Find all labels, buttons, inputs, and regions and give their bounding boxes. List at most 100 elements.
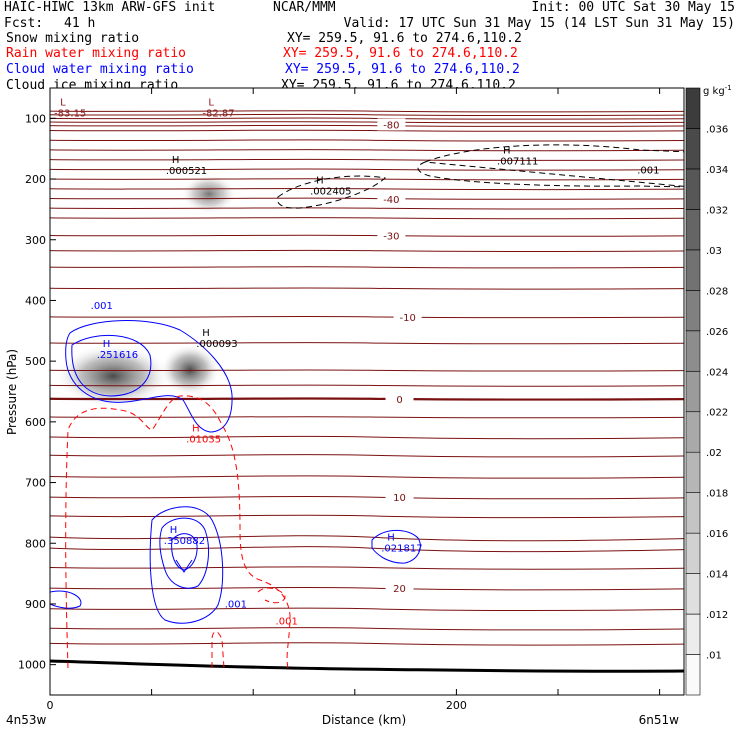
cloud-water-contour [159,517,209,589]
isotherm-line [50,369,684,372]
y-tick-label: 400 [25,294,46,307]
isotherm-line [50,110,684,113]
field-snow-name: Snow mixing ratio [6,31,139,46]
isotherm-line [50,454,684,458]
contour-label: .001 [637,166,659,177]
isotherm-line [50,113,684,117]
isotherm-line [50,315,684,319]
extremum-value: .000093 [196,339,237,350]
cloud-water-contour [50,590,82,609]
colorbar-bin [685,330,701,372]
y-tick-label: 700 [25,477,46,490]
y-tick-label: 800 [25,537,46,550]
isotherm-line [50,149,684,152]
colorbar-bin [685,654,701,696]
colorbar-level-label: .034 [706,165,728,176]
extremum-marker: H [503,145,511,156]
isotherm-label-bg [385,582,414,595]
isotherm-line [50,627,684,631]
isotherm-line [50,435,684,440]
colorbar-level-label: .02 [706,448,722,459]
y-tick-label: 1000 [18,659,46,672]
rain-water-contour [65,395,291,669]
colorbar-bin [685,290,701,332]
colorbar-level-label: .022 [706,408,728,419]
colorbar-unit: g kg-1 [703,84,732,97]
isotherm-line [50,207,684,210]
x-left-location: 4n53w [6,713,47,727]
colorbar-level-label: .016 [706,529,728,540]
extremum-marker: H [316,176,324,187]
extremum-marker: H [387,533,395,544]
colorbar-level-label: .028 [706,286,728,297]
field-cloudwater-xy: XY= 259.5, 91.6 to 274.6,110.2 [285,62,520,77]
colorbar-bin [685,128,701,170]
terrain-line [50,659,684,673]
cloud-water-contour [149,506,224,624]
isotherm-label-bg [377,193,406,206]
y-axis-title: Pressure (hPa) [5,349,19,435]
init-time: Init: 00 UTC Sat 30 May 15 [532,0,736,15]
isotherm-line [50,642,684,646]
colorbar-bin [685,613,701,655]
cloud-water-contour [175,559,193,573]
isotherm-label: -40 [383,195,399,206]
isotherm-line [50,384,684,387]
y-tick-label: 600 [25,416,46,429]
fcst-label: Fcst: [4,16,43,31]
isotherm-line [50,129,684,132]
temperature-isotherms: -80 -40 -30 -10 0 10 20 [50,110,684,646]
x-axis-title: Distance (km) [322,713,406,727]
rain-water-contours [65,395,291,669]
isotherm-line [50,514,684,519]
field-rain-name: Rain water mixing ratio [6,46,186,61]
isotherm-line [50,249,684,253]
colorbar-bin [685,451,701,493]
colorbar-level-label: .036 [706,124,728,135]
model-title: HAIC-HIWC 13km ARW-GFS init [4,0,215,15]
isotherm-label-bg [377,229,406,242]
extremum-value: .350882 [164,536,205,547]
extremum-marker: H [170,525,178,536]
plot-annotations: L-83.15L-82.87H.000521H.002405H.007111H.… [54,97,659,627]
isotherm-line [50,397,684,401]
colorbar-level-label: .032 [706,205,728,216]
cloud-water-contour [65,320,233,433]
x-right-location: 6n51w [639,713,680,727]
isotherm-line [50,121,684,124]
cloud-ice-contour [276,175,387,209]
contour-label: .001 [276,617,298,628]
y-tick-label: 500 [25,355,46,368]
cloud-ice-contours [276,144,684,209]
colorbar-bin [685,209,701,251]
colorbar-level-label: .03 [706,246,722,257]
colorbar-bin [685,492,701,534]
contour-label: .001 [91,301,113,312]
colorbar-level-label: .012 [706,610,728,621]
plot-frame [49,87,685,696]
header: HAIC-HIWC 13km ARW-GFS init NCAR/MMM Ini… [4,0,735,93]
y-tick-label: 900 [25,598,46,611]
extremum-marker: L [208,97,214,108]
y-tick-label: 100 [25,112,46,125]
field-rain-xy: XY= 259.5, 91.6 to 274.6,110.2 [283,46,518,61]
isotherm-line [50,139,684,142]
isotherm-label-bg [385,491,414,504]
isotherm-line [50,168,684,171]
isotherm-line [50,586,684,591]
cloud-water-contour [71,334,152,397]
y-tick-label: 200 [25,173,46,186]
isotherm-line [50,546,684,553]
isotherm-line [50,197,684,200]
isotherm-line [50,566,684,570]
valid-time: Valid: 17 UTC Sun 31 May 15 (14 LST Sun … [344,16,735,31]
colorbar-bin [685,87,701,129]
x-axis: 0 200 [47,88,661,712]
mixing-ratio-shading [55,174,237,408]
contour-label: .001 [225,600,247,611]
colorbar: .01 .012 .014 .016 .018 .02 .022 .024 .026 .028 .0… [685,87,728,696]
isotherm-line [50,217,684,220]
extremum-value: -82.87 [202,108,234,119]
extremum-marker: L [60,97,66,108]
isotherm-line [50,178,684,181]
